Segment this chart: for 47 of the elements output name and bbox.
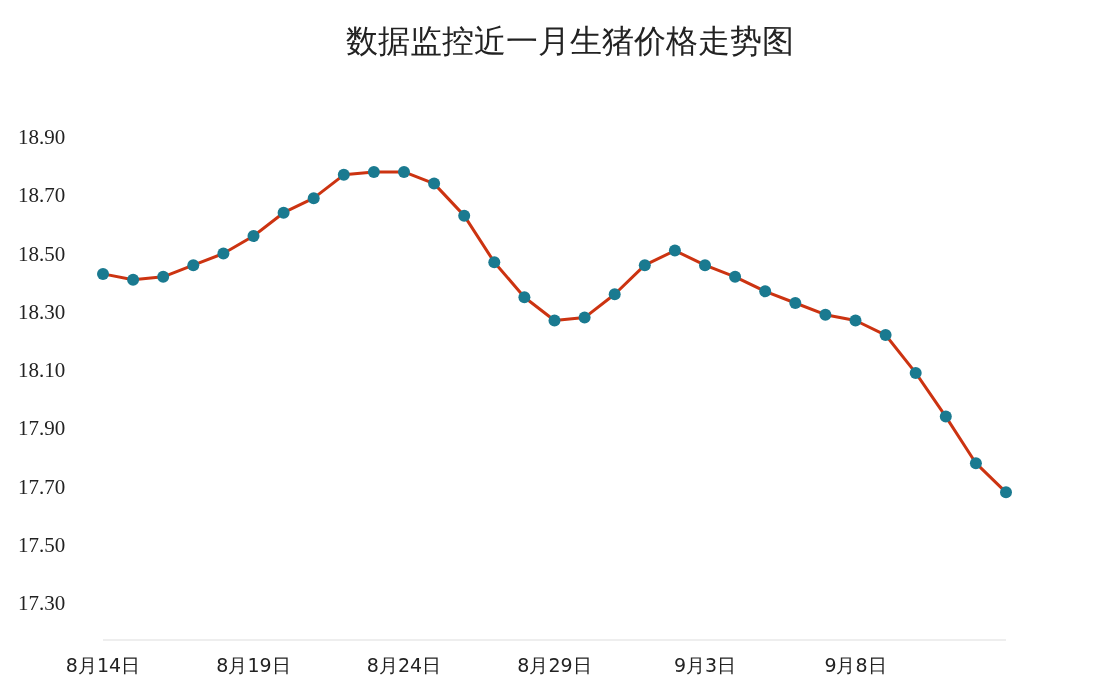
point xyxy=(307,192,320,205)
x-tick-label: 8月19日 xyxy=(216,654,291,676)
y-tick-label: 18.50 xyxy=(18,241,66,266)
point xyxy=(729,270,742,283)
point xyxy=(367,165,380,178)
y-tick-label: 18.70 xyxy=(18,183,66,208)
y-tick-label: 17.70 xyxy=(18,474,66,499)
point xyxy=(247,230,260,243)
point xyxy=(578,311,591,324)
y-tick-label: 18.10 xyxy=(18,358,66,382)
x-tick-label: 8月29日 xyxy=(517,654,592,676)
point xyxy=(638,259,651,272)
point xyxy=(97,267,109,280)
y-tick-label: 18.30 xyxy=(18,299,66,324)
y-tick-label: 17.90 xyxy=(18,416,66,441)
point xyxy=(1000,486,1012,499)
point xyxy=(548,314,561,327)
point xyxy=(668,244,681,257)
point xyxy=(518,291,531,304)
point xyxy=(909,366,922,379)
point xyxy=(759,285,772,298)
point xyxy=(789,297,802,310)
point xyxy=(337,168,350,181)
point xyxy=(699,259,711,272)
point xyxy=(127,273,140,286)
x-tick-label: 9月3日 xyxy=(673,654,737,676)
point xyxy=(217,247,230,260)
x-tick-label: 8月14日 xyxy=(65,654,141,676)
point xyxy=(458,209,471,222)
point xyxy=(608,288,621,301)
point xyxy=(488,256,501,269)
y-tick-label: 17.50 xyxy=(18,532,66,557)
point xyxy=(277,206,290,219)
x-tick-label: 8月24日 xyxy=(366,654,442,676)
x-tick-label: 9月8日 xyxy=(824,654,887,676)
point xyxy=(969,457,982,470)
point xyxy=(187,259,200,272)
title: 数据监控近一月生猪价格走势图 xyxy=(346,22,794,60)
y-tick-label: 18.90 xyxy=(18,125,66,149)
point xyxy=(157,270,170,283)
point xyxy=(398,165,410,178)
point xyxy=(819,308,832,321)
point xyxy=(849,314,862,327)
point xyxy=(939,410,952,423)
point xyxy=(428,177,441,190)
point xyxy=(879,329,892,342)
y-tick-label: 17.30 xyxy=(18,591,66,615)
